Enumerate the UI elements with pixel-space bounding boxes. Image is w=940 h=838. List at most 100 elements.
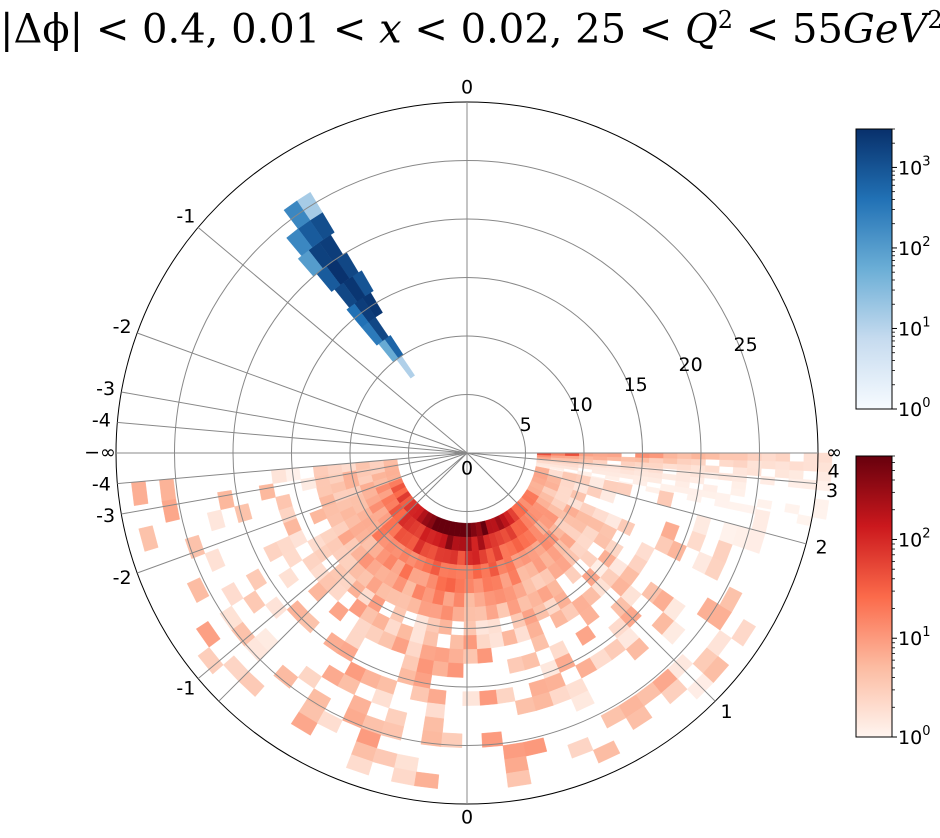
angular-tick-label: -3: [96, 505, 115, 527]
heatmap-cell: [787, 478, 804, 489]
heatmap-cell: [186, 577, 210, 603]
angular-tick-label: ∞: [826, 442, 842, 464]
angular-gridline: [121, 391, 468, 454]
radial-tick-label: 5: [520, 414, 532, 436]
colorbar-blue: [855, 128, 893, 410]
heatmap-cell: [431, 660, 449, 678]
heatmap-cell: [625, 637, 650, 661]
heatmap-cell: [788, 469, 804, 480]
heatmap-cell: [161, 498, 180, 523]
heatmap-cell: [195, 620, 221, 648]
heatmap-cell: [564, 455, 580, 460]
heatmap-cell: [465, 536, 473, 552]
heatmap-cell: [663, 457, 678, 465]
heatmap-cell: [615, 482, 633, 497]
heatmap-cell: [131, 480, 149, 506]
heatmap-cell: [433, 646, 451, 664]
heatmap-cell: [243, 590, 266, 614]
heatmap-cell: [803, 461, 819, 472]
angular-tick-label: -2: [113, 316, 132, 338]
angular-tick-label: 4: [827, 461, 839, 483]
heatmap-cell: [570, 690, 595, 712]
heatmap-cell: [606, 456, 622, 462]
heatmap-cell: [159, 478, 177, 502]
heatmap-cell: [258, 483, 276, 501]
angular-tick-label: -4: [92, 473, 111, 495]
polar-grid: [115, 101, 819, 805]
colorbar-tick-label: 100: [898, 396, 930, 421]
heatmap-cell: [449, 634, 465, 650]
angular-gridline: [197, 452, 468, 679]
heatmap-cell: [234, 503, 253, 524]
heatmap-cell: [447, 662, 464, 678]
heatmap-cell: [662, 463, 678, 470]
heatmap-cell: [775, 460, 791, 471]
heatmap-cells: [131, 191, 833, 789]
heatmap-cell: [567, 737, 594, 759]
heatmap-cell: [661, 473, 677, 481]
heatmap-cell: [206, 509, 226, 532]
radial-tick-label: 20: [679, 354, 703, 376]
heatmap-cell-blue: [396, 355, 415, 379]
colorbar-tick-label: 101: [898, 625, 930, 650]
heatmap-cell: [732, 473, 748, 483]
angular-tick-label: -1: [176, 677, 195, 699]
heatmap-cell: [705, 452, 720, 460]
heatmap-cell: [297, 665, 322, 689]
colorbar-tick-label: 101: [898, 315, 930, 340]
angular-gridline: [117, 452, 468, 485]
heatmap-cell: [579, 605, 600, 626]
heatmap-cell: [789, 461, 805, 471]
angular-tick-label: -1: [176, 206, 195, 228]
heatmap-cell: [448, 648, 464, 664]
heatmap-cell: [464, 578, 475, 594]
colorbars: 100 101 102 103 100 101 102: [855, 128, 930, 749]
heatmap-cell: [197, 647, 224, 675]
heatmap-cell: [221, 582, 244, 607]
angular-gridline: [121, 452, 468, 515]
heatmap-cell: [801, 479, 818, 490]
heatmap-cell: [719, 452, 735, 461]
heatmap-cell: [455, 564, 466, 580]
heatmap-cell: [718, 472, 734, 482]
heatmap-cell: [506, 769, 532, 788]
heatmap-cell: [645, 486, 661, 495]
heatmap-cell: [523, 737, 548, 757]
heatmap-cell: [732, 466, 748, 476]
angular-gridline: [466, 452, 716, 702]
angular-gridline: [117, 421, 468, 454]
angular-tick-label: 3: [826, 480, 838, 502]
angular-gridline: [466, 452, 807, 545]
heatmap-cell: [425, 702, 446, 719]
heatmap-cell: [661, 620, 686, 645]
heatmap-cell: [676, 463, 692, 471]
heatmap-cell: [660, 521, 680, 542]
heatmap-cell: [317, 710, 343, 734]
heatmap-cell: [409, 685, 430, 703]
angular-tick-label: -4: [92, 410, 111, 432]
heatmap-cell: [300, 476, 317, 492]
heatmap-cell: [458, 536, 466, 552]
heatmap-cell: [204, 548, 226, 572]
heatmap-cell: [691, 458, 706, 466]
heatmap-cell: [625, 705, 653, 731]
heatmap-cell: [648, 462, 664, 469]
heatmap-cell: [464, 550, 474, 566]
heatmap-cell: [442, 591, 456, 608]
angular-gridline: [466, 452, 817, 485]
heatmap-cell: [474, 592, 487, 608]
heatmap-cell: [704, 465, 720, 474]
colorbar-tick-label: 102: [898, 235, 930, 260]
heatmap-cell: [677, 452, 692, 460]
heatmap-cell: [138, 525, 159, 552]
heatmap-cell: [456, 550, 466, 566]
heatmap-cell: [495, 687, 516, 705]
heatmap-cell: [184, 534, 206, 559]
heatmap-cell: [704, 471, 720, 480]
colorbar-tick-label: 103: [898, 154, 930, 179]
heatmap-cell: [702, 483, 718, 493]
heatmap-cell: [479, 689, 499, 706]
heatmap-cell: [733, 452, 749, 461]
heatmap-cell: [663, 452, 678, 459]
heatmap-cell: [731, 619, 757, 647]
